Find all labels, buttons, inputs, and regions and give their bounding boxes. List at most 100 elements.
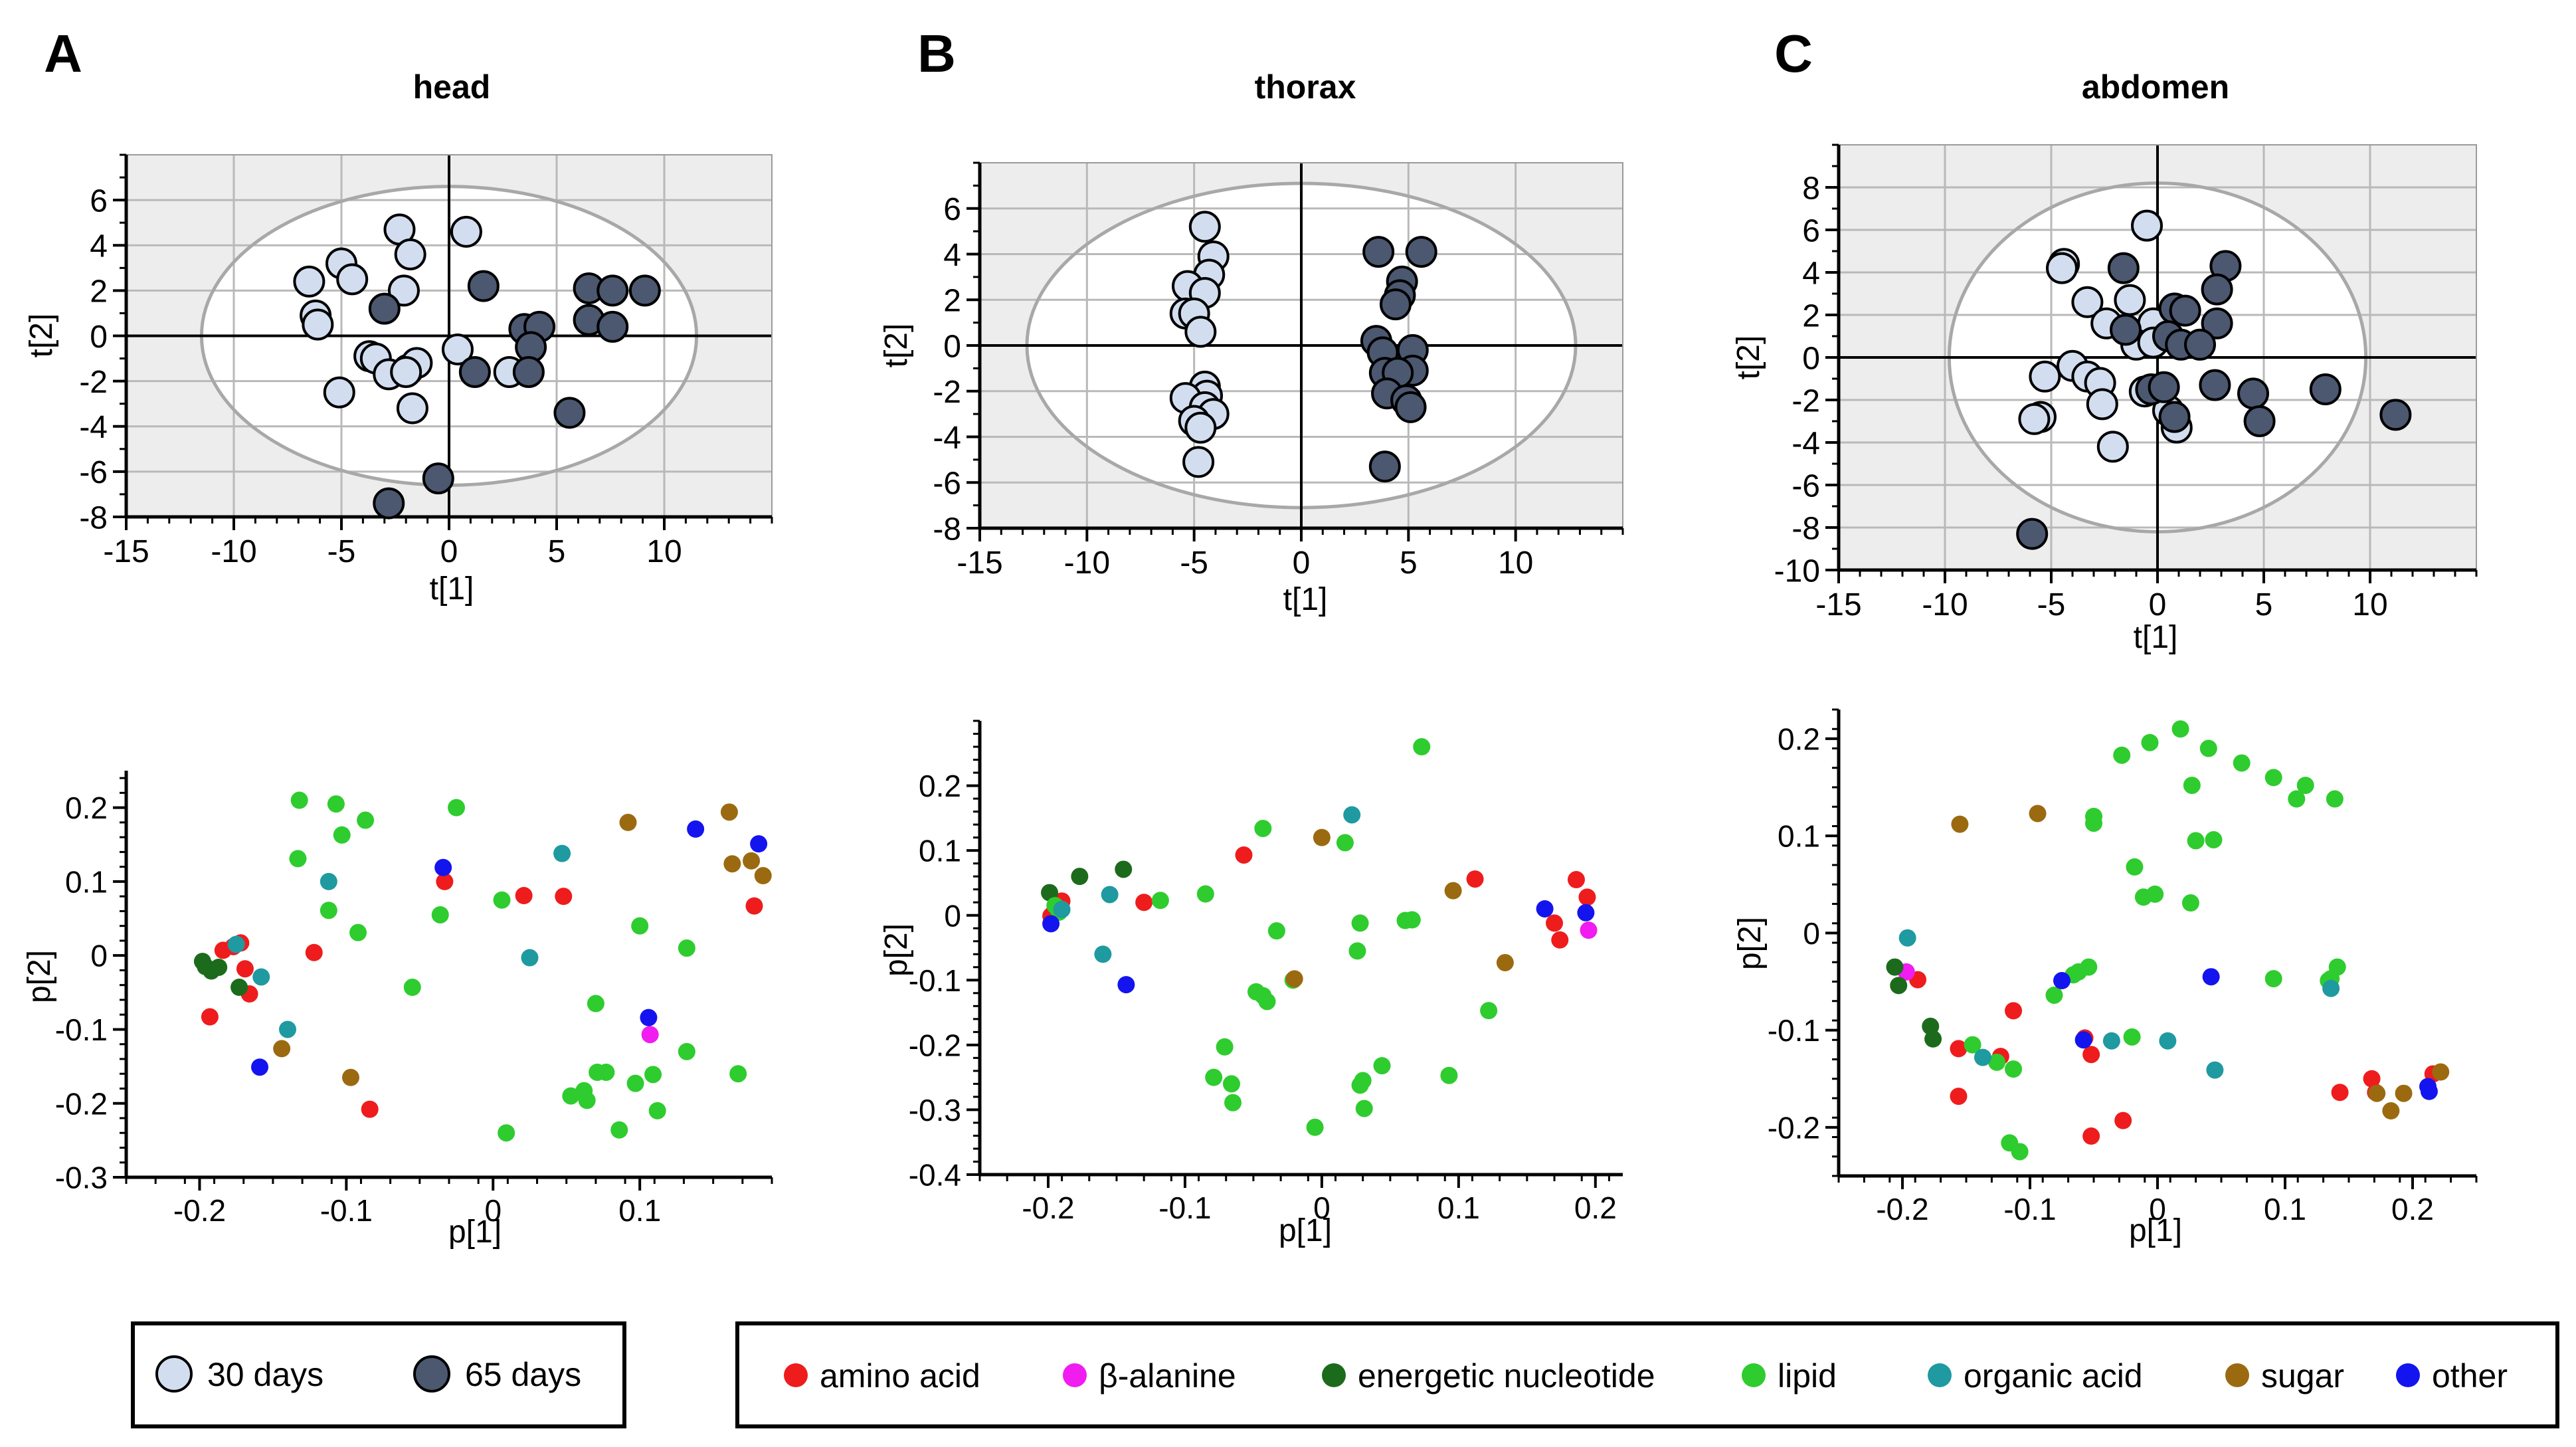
data-point bbox=[1285, 970, 1303, 988]
y-axis-label: p[2] bbox=[22, 950, 57, 1003]
x-tick-label: -0.1 bbox=[1158, 1191, 1211, 1225]
data-point bbox=[553, 397, 586, 429]
y-tick-label: -0.4 bbox=[909, 1158, 961, 1193]
data-point bbox=[2432, 1063, 2450, 1081]
data-point bbox=[1373, 1057, 1391, 1075]
y-tick-label: 2 bbox=[90, 274, 108, 310]
data-point bbox=[290, 791, 308, 809]
data-point bbox=[597, 1063, 615, 1081]
data-point bbox=[2005, 1002, 2023, 1020]
data-point bbox=[2233, 754, 2251, 772]
data-point bbox=[2322, 979, 2340, 997]
y-tick-label: 2 bbox=[943, 284, 961, 319]
data-point bbox=[1343, 806, 1361, 824]
data-point bbox=[1924, 1030, 1942, 1048]
legend-marker bbox=[1063, 1363, 1087, 1387]
data-point bbox=[678, 939, 695, 957]
legend-label: other bbox=[2432, 1357, 2508, 1395]
data-point bbox=[2309, 373, 2342, 405]
data-point bbox=[1413, 738, 1431, 756]
data-point bbox=[2202, 968, 2220, 986]
y-tick-label: -0.1 bbox=[55, 1013, 108, 1047]
data-point bbox=[2074, 1031, 2092, 1049]
data-point bbox=[467, 270, 500, 302]
y-tick-label: 6 bbox=[943, 192, 961, 227]
data-point bbox=[320, 902, 337, 919]
panel-letter: A bbox=[44, 24, 82, 83]
y-tick-label: 0.2 bbox=[65, 791, 108, 825]
data-point bbox=[396, 392, 428, 425]
data-point bbox=[1101, 886, 1119, 904]
y-axis-label: t[2] bbox=[1731, 336, 1766, 380]
data-point bbox=[1974, 1048, 1991, 1066]
data-point bbox=[628, 274, 661, 307]
data-point bbox=[1042, 915, 1060, 933]
data-point bbox=[1578, 888, 1596, 906]
data-point bbox=[2018, 403, 2051, 435]
data-point bbox=[1480, 1002, 1498, 1020]
data-point bbox=[230, 979, 248, 997]
data-point bbox=[2045, 986, 2063, 1004]
data-point bbox=[2126, 858, 2144, 876]
x-tick-label: 0.2 bbox=[1574, 1191, 1617, 1225]
x-tick-label: 10 bbox=[646, 534, 682, 569]
chart-loading-thorax: -0.2 -0.1 0 0.1 0.2 -0.4 -0.3 -0.2 -0.1 0 0.1 0.2 p[… bbox=[879, 720, 1623, 1248]
data-point bbox=[1950, 1040, 1968, 1058]
data-point bbox=[2296, 777, 2314, 795]
data-point bbox=[214, 941, 232, 959]
x-tick-label: 0.1 bbox=[2264, 1192, 2306, 1226]
data-point bbox=[2141, 733, 2159, 751]
data-point bbox=[1222, 1075, 1240, 1093]
data-point bbox=[1964, 1036, 1981, 1054]
data-point bbox=[434, 858, 452, 876]
x-tick-label: 0 bbox=[2149, 587, 2167, 623]
data-point bbox=[1094, 945, 1112, 963]
y-tick-label: -4 bbox=[1792, 426, 1820, 461]
data-point bbox=[1440, 1066, 1458, 1084]
data-point bbox=[597, 274, 629, 307]
y-tick-label: -4 bbox=[933, 421, 961, 456]
x-tick-label: -15 bbox=[1815, 587, 1861, 623]
data-point bbox=[754, 867, 772, 885]
data-point bbox=[1580, 921, 1598, 939]
data-point bbox=[2110, 314, 2142, 346]
legend-marker bbox=[2225, 1363, 2249, 1387]
legend-label: 30 days bbox=[207, 1356, 323, 1393]
data-point bbox=[2011, 1143, 2029, 1161]
data-point bbox=[341, 1068, 359, 1086]
x-tick-label: 5 bbox=[2255, 587, 2273, 623]
y-tick-label: 0.1 bbox=[919, 834, 961, 868]
data-point bbox=[2123, 1028, 2141, 1046]
data-point bbox=[2169, 294, 2201, 327]
x-axis-label: t[1] bbox=[2134, 620, 2178, 655]
data-point bbox=[2363, 1070, 2381, 1088]
y-tick-label: 0 bbox=[90, 320, 108, 355]
data-point bbox=[687, 820, 705, 838]
panel-letter: C bbox=[1774, 24, 1813, 83]
data-point bbox=[2171, 720, 2189, 738]
y-tick-label: 4 bbox=[943, 238, 961, 273]
data-point bbox=[2187, 832, 2205, 850]
data-point bbox=[302, 308, 334, 341]
data-point bbox=[1258, 993, 1276, 1011]
data-point bbox=[1306, 1118, 1324, 1136]
data-point bbox=[1071, 868, 1089, 886]
x-tick-label: -5 bbox=[327, 534, 356, 569]
data-point bbox=[1368, 450, 1401, 483]
data-point bbox=[2420, 1082, 2438, 1100]
data-point bbox=[361, 1100, 379, 1118]
data-point bbox=[515, 887, 533, 905]
legend-marker bbox=[155, 1355, 193, 1393]
data-point bbox=[1886, 958, 1904, 976]
y-tick-label: -8 bbox=[79, 500, 108, 535]
y-tick-label: 4 bbox=[1802, 256, 1820, 291]
data-point bbox=[1184, 411, 1217, 444]
y-tick-label: -6 bbox=[79, 455, 108, 490]
legend-marker bbox=[784, 1363, 808, 1387]
data-point bbox=[1117, 976, 1135, 994]
legend-marker bbox=[413, 1355, 450, 1393]
legend-box bbox=[735, 1321, 2559, 1428]
data-point bbox=[1224, 1094, 1242, 1111]
data-point bbox=[631, 917, 649, 935]
